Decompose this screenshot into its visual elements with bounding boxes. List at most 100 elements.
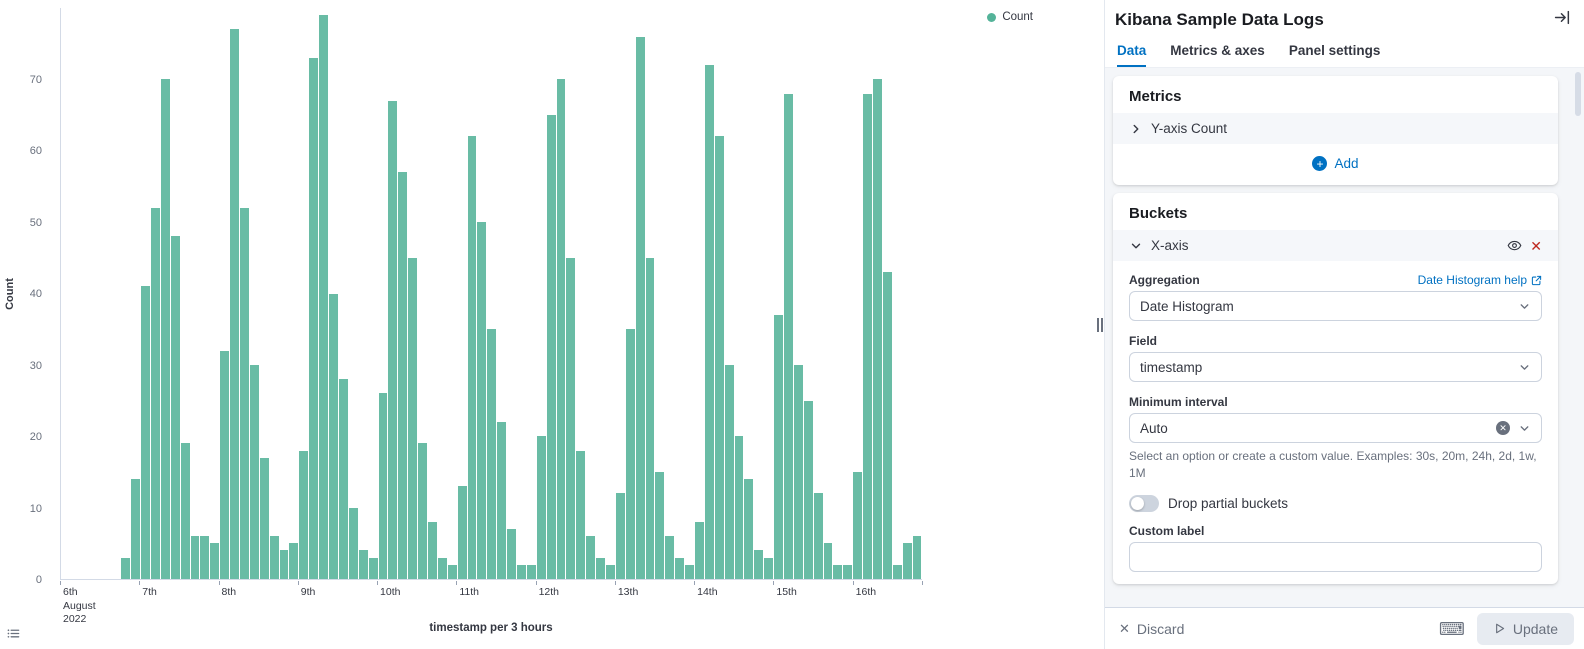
bar[interactable]	[665, 536, 675, 579]
bar[interactable]	[190, 536, 200, 579]
bar[interactable]	[734, 436, 744, 579]
aggregation-select[interactable]: Date Histogram	[1129, 291, 1542, 321]
bar[interactable]	[299, 450, 309, 579]
minimum-interval-combobox[interactable]: Auto ✕	[1129, 413, 1542, 443]
bar[interactable]	[358, 550, 368, 579]
bar[interactable]	[902, 543, 912, 579]
bar[interactable]	[615, 493, 625, 579]
bar[interactable]	[546, 115, 556, 579]
bar[interactable]	[892, 564, 902, 579]
bar[interactable]	[853, 471, 863, 579]
date-histogram-help-link[interactable]: Date Histogram help	[1418, 274, 1542, 286]
bar[interactable]	[685, 564, 694, 579]
tab-metrics-axes[interactable]: Metrics & axes	[1170, 43, 1265, 58]
bar[interactable]	[170, 236, 180, 579]
bar[interactable]	[833, 564, 843, 579]
bar[interactable]	[447, 564, 457, 579]
bar[interactable]	[873, 79, 882, 579]
bar[interactable]	[319, 15, 329, 579]
bar[interactable]	[695, 521, 704, 579]
bar[interactable]	[378, 393, 388, 579]
tab-data[interactable]: Data	[1117, 43, 1146, 67]
bar[interactable]	[516, 564, 526, 579]
bar[interactable]	[240, 207, 249, 579]
custom-label-input[interactable]	[1129, 541, 1542, 572]
bar[interactable]	[309, 57, 319, 579]
bar[interactable]	[269, 536, 279, 579]
scrollbar-thumb[interactable]	[1575, 72, 1581, 116]
legend-toggle-icon[interactable]	[6, 626, 21, 641]
bar[interactable]	[210, 543, 220, 579]
bar[interactable]	[882, 272, 892, 579]
bar[interactable]	[131, 479, 141, 579]
bar[interactable]	[289, 543, 299, 579]
bar[interactable]	[645, 257, 655, 579]
bar[interactable]	[249, 364, 259, 579]
clear-selection-icon[interactable]: ✕	[1496, 421, 1510, 435]
bar[interactable]	[418, 443, 427, 579]
bar[interactable]	[843, 564, 853, 579]
bar[interactable]	[121, 557, 131, 579]
bar[interactable]	[675, 557, 685, 579]
bar[interactable]	[724, 364, 734, 579]
bar[interactable]	[230, 29, 240, 579]
remove-bucket-icon[interactable]: ✕	[1530, 237, 1542, 254]
bar[interactable]	[784, 93, 793, 579]
bar[interactable]	[774, 314, 784, 579]
bar[interactable]	[912, 536, 922, 579]
discard-button[interactable]: ✕ Discard	[1119, 621, 1184, 637]
bar[interactable]	[576, 450, 586, 579]
bar[interactable]	[408, 257, 418, 579]
bar[interactable]	[180, 443, 190, 579]
bar[interactable]	[427, 521, 437, 579]
bar[interactable]	[329, 293, 338, 579]
bar[interactable]	[398, 172, 408, 579]
bar[interactable]	[625, 329, 635, 579]
panel-resizer[interactable]	[1095, 0, 1104, 649]
bar[interactable]	[497, 421, 507, 579]
bar[interactable]	[200, 536, 210, 579]
bar[interactable]	[863, 93, 873, 579]
bar[interactable]	[704, 65, 714, 579]
tab-panel-settings[interactable]: Panel settings	[1288, 43, 1381, 58]
bar[interactable]	[259, 457, 269, 579]
bucket-x-axis-accordion[interactable]: X-axis ✕	[1113, 230, 1558, 261]
eye-icon[interactable]	[1507, 238, 1522, 253]
collapse-panel-icon[interactable]	[1554, 9, 1574, 29]
bar[interactable]	[566, 257, 576, 579]
bar[interactable]	[457, 486, 467, 579]
bar[interactable]	[793, 364, 803, 579]
metric-y-axis-accordion[interactable]: Y-axis Count	[1113, 113, 1558, 144]
bar[interactable]	[536, 436, 546, 579]
keyboard-shortcut-icon[interactable]: ⌨	[1438, 618, 1465, 639]
bar[interactable]	[764, 557, 774, 579]
bar[interactable]	[556, 79, 566, 579]
bar[interactable]	[437, 557, 447, 579]
bar[interactable]	[388, 100, 398, 579]
bar[interactable]	[487, 329, 497, 579]
bar[interactable]	[586, 536, 596, 579]
bar[interactable]	[141, 286, 151, 579]
update-button[interactable]: Update	[1476, 612, 1574, 645]
bar[interactable]	[507, 529, 516, 579]
bar[interactable]	[803, 400, 813, 579]
bar[interactable]	[813, 493, 823, 579]
bar[interactable]	[348, 507, 358, 579]
bar[interactable]	[151, 207, 160, 579]
bar[interactable]	[744, 479, 754, 579]
bar[interactable]	[823, 543, 833, 579]
bar[interactable]	[338, 379, 348, 579]
bar[interactable]	[220, 350, 230, 579]
drop-partial-buckets-toggle[interactable]	[1129, 494, 1159, 512]
bar[interactable]	[596, 557, 605, 579]
bar[interactable]	[526, 564, 536, 579]
add-metric-button[interactable]: + Add	[1129, 144, 1542, 177]
bar[interactable]	[160, 79, 170, 579]
bar[interactable]	[368, 557, 378, 579]
bar[interactable]	[605, 564, 615, 579]
bar[interactable]	[655, 471, 665, 579]
legend-item-count[interactable]: Count	[987, 11, 1033, 23]
bar[interactable]	[477, 222, 487, 579]
field-select[interactable]: timestamp	[1129, 352, 1542, 382]
bar[interactable]	[754, 550, 764, 579]
